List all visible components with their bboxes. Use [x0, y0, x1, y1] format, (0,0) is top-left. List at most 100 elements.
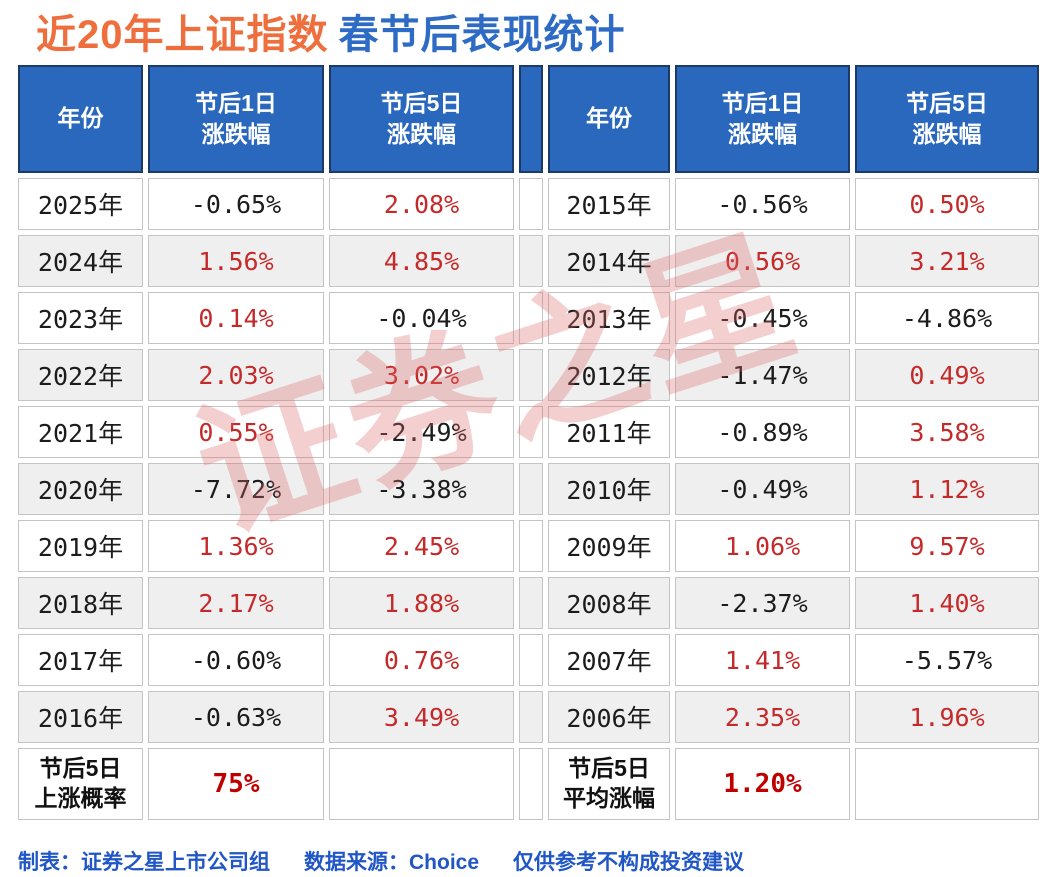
- empty-cell: [855, 748, 1039, 820]
- day5-value-cell: -3.38%: [329, 463, 514, 515]
- right-summary-value-cell: 1.20%: [675, 748, 850, 820]
- table-row: 2019年 1.36% 2.45% 2009年 1.06% 9.57%: [18, 520, 1039, 572]
- day5-value-cell: 0.50%: [855, 178, 1039, 230]
- day5-value-cell: -4.86%: [855, 292, 1039, 344]
- spacer-cell: [519, 406, 543, 458]
- spacer-cell: [519, 748, 543, 820]
- spacer-cell: [519, 463, 543, 515]
- year-cell: 2007年: [548, 634, 670, 686]
- day5-value-cell: 2.45%: [329, 520, 514, 572]
- year-cell: 2019年: [18, 520, 143, 572]
- table-row: 2020年 -7.72% -3.38% 2010年 -0.49% 1.12%: [18, 463, 1039, 515]
- summary-row: 节后5日 上涨概率 75% 节后5日 平均涨幅 1.20%: [18, 748, 1039, 820]
- day1-value-cell: -0.56%: [675, 178, 850, 230]
- day5-value-cell: 1.12%: [855, 463, 1039, 515]
- day1-value-cell: -0.63%: [148, 691, 324, 743]
- year-cell: 2015年: [548, 178, 670, 230]
- table-row: 2016年 -0.63% 3.49% 2006年 2.35% 1.96%: [18, 691, 1039, 743]
- year-cell: 2025年: [18, 178, 143, 230]
- spacer-cell: [519, 520, 543, 572]
- day1-value-cell: -2.37%: [675, 577, 850, 629]
- day5-value-cell: 3.21%: [855, 235, 1039, 287]
- year-cell: 2013年: [548, 292, 670, 344]
- day1-value-cell: 2.17%: [148, 577, 324, 629]
- year-cell: 2021年: [18, 406, 143, 458]
- page-title-part2: 春节后表现统计: [338, 13, 626, 57]
- year-cell: 2011年: [548, 406, 670, 458]
- day1-value-cell: 0.14%: [148, 292, 324, 344]
- table-row: 2017年 -0.60% 0.76% 2007年 1.41% -5.57%: [18, 634, 1039, 686]
- day1-value-cell: -7.72%: [148, 463, 324, 515]
- day5-value-cell: 2.08%: [329, 178, 514, 230]
- year-cell: 2022年: [18, 349, 143, 401]
- day5-value-cell: 4.85%: [329, 235, 514, 287]
- day5-value-cell: 9.57%: [855, 520, 1039, 572]
- year-cell: 2008年: [548, 577, 670, 629]
- footer: 制表：证券之星上市公司组 数据来源：Choice 仅供参考不构成投资建议: [18, 846, 778, 876]
- day1-value-cell: -0.49%: [675, 463, 850, 515]
- day5-value-cell: 1.96%: [855, 691, 1039, 743]
- year-cell: 2020年: [18, 463, 143, 515]
- table-row: 2018年 2.17% 1.88% 2008年 -2.37% 1.40%: [18, 577, 1039, 629]
- spacer-cell: [519, 691, 543, 743]
- spacer-cell: [519, 292, 543, 344]
- day1-value-cell: 1.06%: [675, 520, 850, 572]
- year-cell: 2010年: [548, 463, 670, 515]
- stats-table-wrap: 年份 节后1日 涨跌幅 节后5日 涨跌幅 年份 节后1日 涨跌幅 节后5日 涨跌…: [13, 60, 1044, 825]
- table-body: 2025年 -0.65% 2.08% 2015年 -0.56% 0.50% 2024年 1.5…: [18, 178, 1039, 820]
- day5-value-cell: -2.49%: [329, 406, 514, 458]
- day1-value-cell: 1.36%: [148, 520, 324, 572]
- footer-disclaimer: 仅供参考不构成投资建议: [513, 851, 745, 874]
- left-summary-label-cell: 节后5日 上涨概率: [18, 748, 143, 820]
- header-year-right: 年份: [548, 65, 670, 173]
- left-summary-value-cell: 75%: [148, 748, 324, 820]
- day5-value-cell: -0.04%: [329, 292, 514, 344]
- year-cell: 2017年: [18, 634, 143, 686]
- day1-value-cell: 2.03%: [148, 349, 324, 401]
- day5-value-cell: 3.49%: [329, 691, 514, 743]
- day5-value-cell: -5.57%: [855, 634, 1039, 686]
- day1-value-cell: 1.41%: [675, 634, 850, 686]
- year-cell: 2006年: [548, 691, 670, 743]
- day5-value-cell: 3.02%: [329, 349, 514, 401]
- day1-value-cell: -0.65%: [148, 178, 324, 230]
- year-cell: 2014年: [548, 235, 670, 287]
- header-row: 年份 节后1日 涨跌幅 节后5日 涨跌幅 年份 节后1日 涨跌幅 节后5日 涨跌…: [18, 65, 1039, 173]
- table-row: 2021年 0.55% -2.49% 2011年 -0.89% 3.58%: [18, 406, 1039, 458]
- day5-value-cell: 0.49%: [855, 349, 1039, 401]
- table-row: 2022年 2.03% 3.02% 2012年 -1.47% 0.49%: [18, 349, 1039, 401]
- header-spacer: [519, 65, 543, 173]
- day1-value-cell: 0.55%: [148, 406, 324, 458]
- day5-value-cell: 3.58%: [855, 406, 1039, 458]
- spacer-cell: [519, 178, 543, 230]
- day1-value-cell: -0.45%: [675, 292, 850, 344]
- right-summary-label-cell: 节后5日 平均涨幅: [548, 748, 670, 820]
- day5-value-cell: 1.88%: [329, 577, 514, 629]
- spacer-cell: [519, 349, 543, 401]
- empty-cell: [329, 748, 514, 820]
- footer-maker: 制表：证券之星上市公司组: [18, 851, 270, 874]
- footer-source: 数据来源：Choice: [304, 851, 480, 874]
- year-cell: 2009年: [548, 520, 670, 572]
- day1-value-cell: 0.56%: [675, 235, 850, 287]
- table-row: 2023年 0.14% -0.04% 2013年 -0.45% -4.86%: [18, 292, 1039, 344]
- day1-value-cell: 1.56%: [148, 235, 324, 287]
- day1-value-cell: 2.35%: [675, 691, 850, 743]
- spacer-cell: [519, 235, 543, 287]
- page-title-part1: 近20年上证指数: [36, 13, 329, 57]
- day1-value-cell: -1.47%: [675, 349, 850, 401]
- header-year-left: 年份: [18, 65, 143, 173]
- year-cell: 2024年: [18, 235, 143, 287]
- spacer-cell: [519, 577, 543, 629]
- header-day1-left: 节后1日 涨跌幅: [148, 65, 324, 173]
- stats-table: 年份 节后1日 涨跌幅 节后5日 涨跌幅 年份 节后1日 涨跌幅 节后5日 涨跌…: [13, 60, 1044, 825]
- table-row: 2025年 -0.65% 2.08% 2015年 -0.56% 0.50%: [18, 178, 1039, 230]
- year-cell: 2018年: [18, 577, 143, 629]
- day5-value-cell: 0.76%: [329, 634, 514, 686]
- day1-value-cell: -0.60%: [148, 634, 324, 686]
- year-cell: 2012年: [548, 349, 670, 401]
- page-title: 近20年上证指数 春节后表现统计: [36, 2, 626, 60]
- header-day5-left: 节后5日 涨跌幅: [329, 65, 514, 173]
- year-cell: 2016年: [18, 691, 143, 743]
- spacer-cell: [519, 634, 543, 686]
